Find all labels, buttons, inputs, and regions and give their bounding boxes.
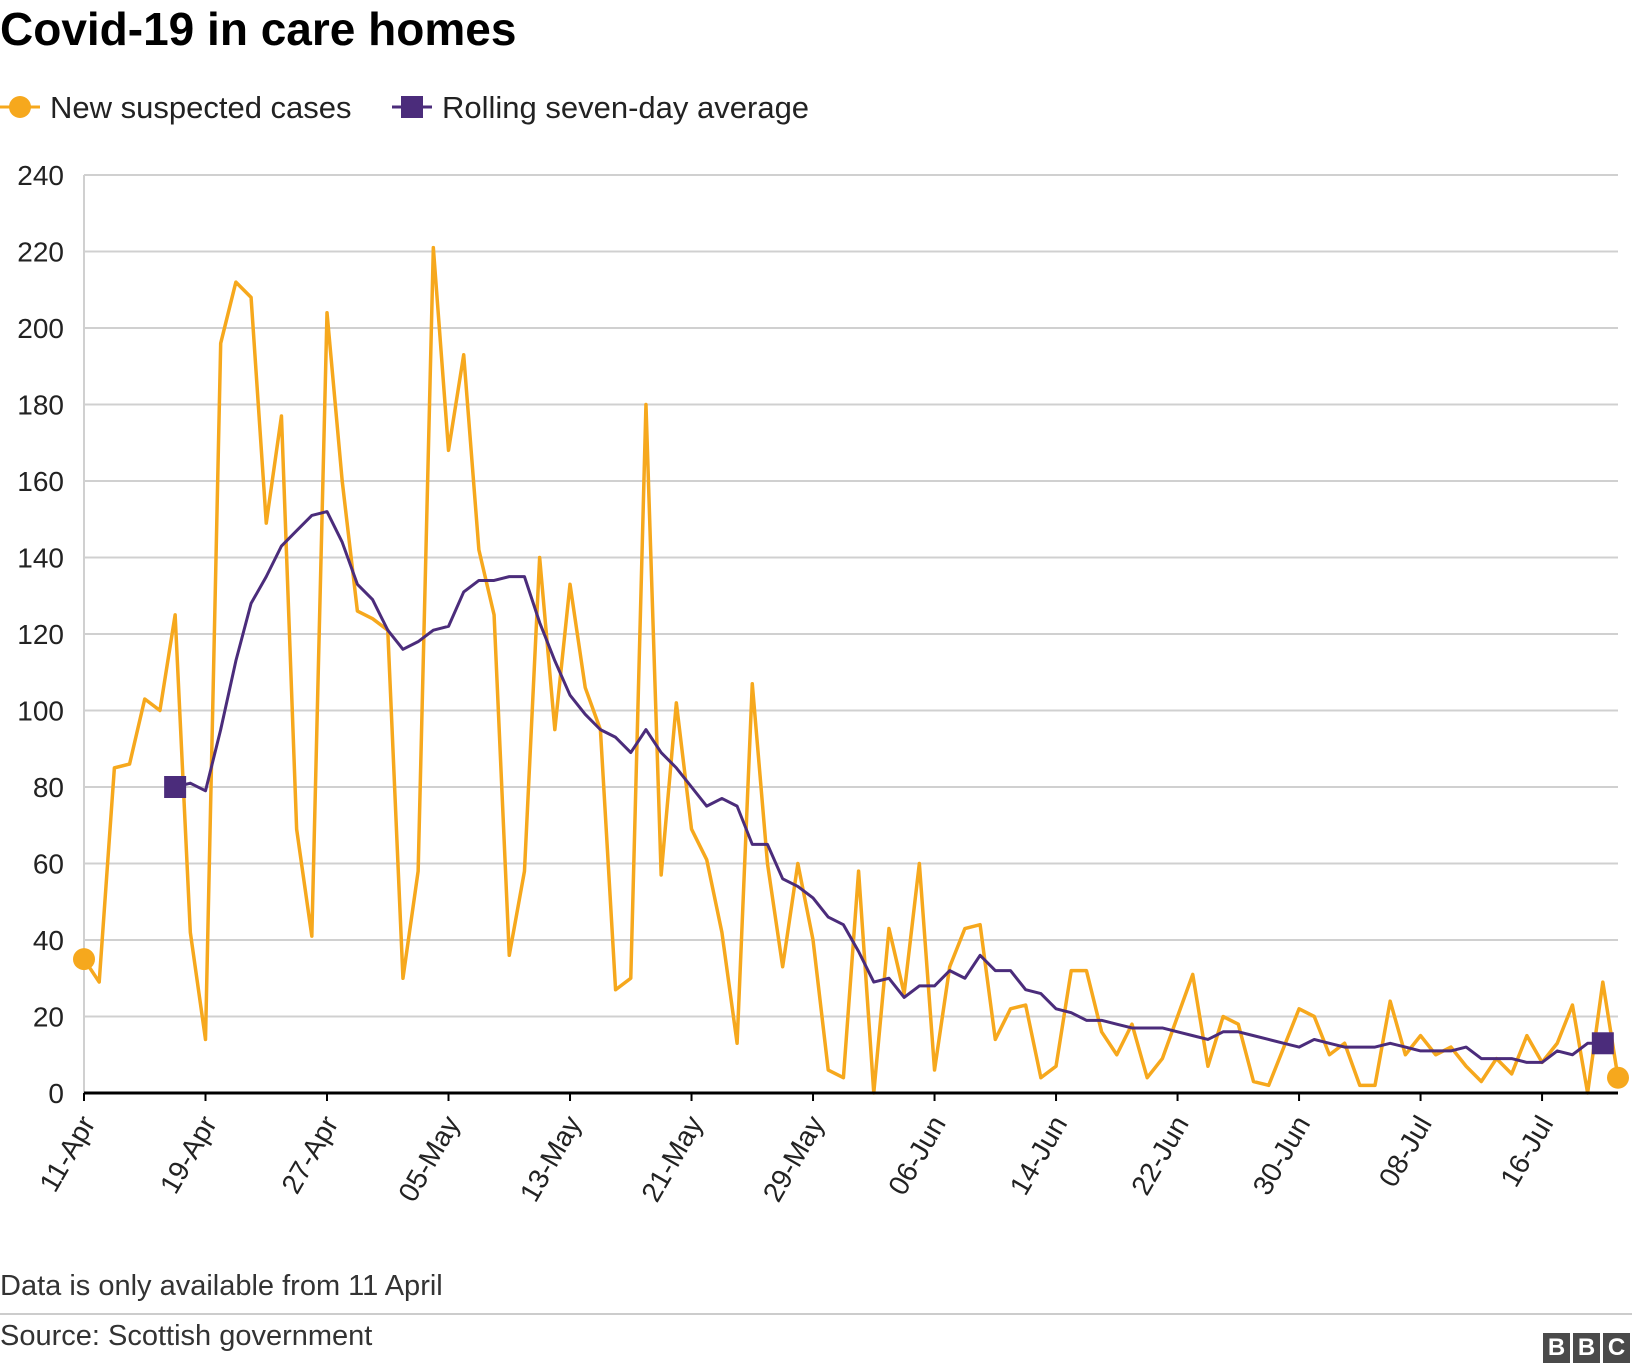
series-endpoint-cases-end [1607, 1066, 1629, 1089]
x-tick-label: 13-May [514, 1111, 588, 1207]
footer-divider [0, 1313, 1632, 1315]
x-tick-label: 08-Jul [1373, 1111, 1438, 1193]
y-tick-label: 160 [17, 466, 64, 497]
x-tick-label: 30-Jun [1247, 1111, 1317, 1201]
series-line-cases [82, 245, 1620, 1095]
y-tick-label: 200 [17, 313, 64, 344]
y-tick-label: 20 [33, 1002, 64, 1033]
series-endpoint-average-start [164, 776, 187, 798]
series-endpoint-average-end [1591, 1032, 1614, 1055]
y-axis-ticks: 0 20 40 60 80 100 120 140 160 180 200 220 240 [17, 160, 64, 1109]
y-tick-label: 220 [17, 237, 64, 268]
x-axis-ticks: 11-Apr 19-Apr 27-Apr 05-May 13-May 21-May 29-M… [33, 1093, 1559, 1207]
series-line-average [174, 510, 1603, 1064]
x-tick-label: 19-Apr [154, 1111, 223, 1199]
bbc-logo-letter: B [1543, 1333, 1570, 1363]
line-chart: 0 20 40 60 80 100 120 140 160 180 200 220 240 11-Apr… [17, 160, 1629, 1207]
y-tick-label: 80 [33, 772, 64, 803]
x-tick-label: 16-Jul [1494, 1111, 1559, 1193]
legend-label-cases: New suspected cases [50, 90, 352, 125]
x-tick-label: 14-Jun [1004, 1111, 1074, 1201]
y-tick-label: 40 [33, 925, 64, 956]
bbc-logo-letter: C [1603, 1333, 1630, 1363]
y-tick-label: 100 [17, 696, 64, 727]
bbc-logo: B B C [1543, 1333, 1630, 1363]
x-tick-label: 06-Jun [882, 1111, 952, 1201]
footnote: Data is only available from 11 April [0, 1270, 443, 1302]
x-tick-label: 21-May [635, 1111, 709, 1207]
y-tick-label: 120 [17, 619, 64, 650]
source-text: Source: Scottish government [0, 1320, 373, 1352]
series-layer [73, 245, 1629, 1095]
y-tick-label: 60 [33, 849, 64, 880]
legend-label-average: Rolling seven-day average [442, 90, 810, 125]
y-tick-label: 0 [48, 1078, 64, 1109]
x-tick-label: 11-Apr [33, 1111, 101, 1197]
series-endpoint-cases-start [73, 948, 95, 971]
legend-marker-cases-icon [0, 96, 40, 118]
legend-marker-average-icon [392, 96, 432, 118]
x-tick-label: 05-May [392, 1111, 466, 1207]
chart-title: Covid-19 in care homes [0, 3, 517, 55]
y-tick-label: 180 [17, 390, 64, 421]
bbc-logo-letter: B [1573, 1333, 1600, 1363]
x-tick-label: 29-May [757, 1111, 831, 1207]
x-tick-label: 22-Jun [1125, 1111, 1195, 1201]
y-tick-label: 140 [17, 543, 64, 574]
y-tick-label: 240 [17, 160, 64, 191]
x-tick-label: 27-Apr [275, 1111, 344, 1199]
